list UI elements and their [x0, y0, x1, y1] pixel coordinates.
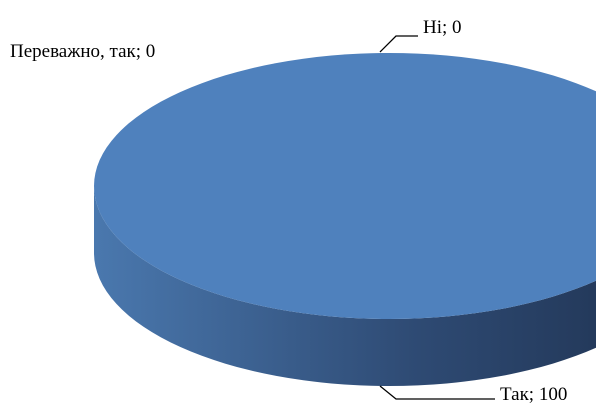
data-label-tak: Так; 100 — [500, 384, 567, 405]
slice-tak-side — [94, 186, 596, 386]
slice-tak — [94, 53, 596, 319]
data-label-perevazhno-tak: Переважно, так; 0 — [10, 41, 155, 62]
leader-line-tak — [379, 385, 495, 400]
data-label-ni: Ні; 0 — [423, 17, 462, 38]
leader-line-ni — [379, 35, 418, 53]
